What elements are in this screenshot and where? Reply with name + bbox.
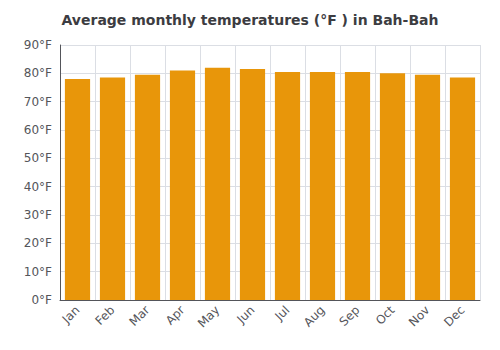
svg-text:Sep: Sep xyxy=(337,303,363,329)
svg-text:90°F: 90°F xyxy=(24,38,52,52)
svg-text:0°F: 0°F xyxy=(31,293,52,307)
svg-text:Dec: Dec xyxy=(441,303,467,329)
svg-text:Average monthly temperatures (: Average monthly temperatures (°F ) in Ba… xyxy=(62,12,439,28)
svg-text:10°F: 10°F xyxy=(24,265,52,279)
svg-text:Feb: Feb xyxy=(93,303,118,328)
svg-text:20°F: 20°F xyxy=(24,236,52,250)
svg-text:60°F: 60°F xyxy=(24,123,52,137)
svg-text:Apr: Apr xyxy=(163,303,188,328)
svg-text:Jul: Jul xyxy=(272,303,293,324)
svg-text:Aug: Aug xyxy=(301,303,327,329)
svg-text:Oct: Oct xyxy=(373,303,398,328)
svg-text:70°F: 70°F xyxy=(24,95,52,109)
svg-text:Mar: Mar xyxy=(127,303,153,329)
svg-text:Nov: Nov xyxy=(406,303,432,329)
svg-text:Jun: Jun xyxy=(234,303,258,327)
svg-text:50°F: 50°F xyxy=(24,151,52,165)
svg-text:80°F: 80°F xyxy=(24,66,52,80)
svg-text:40°F: 40°F xyxy=(24,180,52,194)
svg-text:May: May xyxy=(195,303,222,330)
svg-text:Jan: Jan xyxy=(59,303,83,327)
svg-text:30°F: 30°F xyxy=(24,208,52,222)
